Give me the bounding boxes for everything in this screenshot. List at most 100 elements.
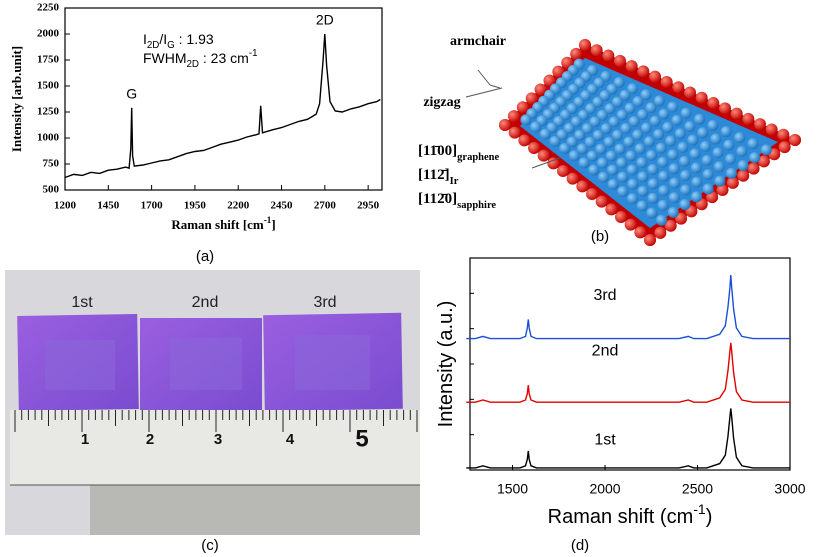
atom: [590, 44, 603, 57]
text-part: Ir: [450, 176, 459, 187]
atom: [597, 171, 609, 183]
atom: [559, 142, 571, 154]
ruler-number: 4: [286, 431, 295, 448]
atom: [674, 128, 686, 140]
atom: [667, 101, 679, 113]
text-part: -1: [693, 501, 706, 517]
text-part: 2D: [147, 40, 160, 51]
atom: [658, 185, 670, 197]
atom: [680, 184, 692, 196]
atom: [624, 102, 636, 114]
atom: [586, 188, 598, 200]
atom: [668, 192, 680, 204]
atom: [579, 39, 591, 51]
annotation: 2D: [316, 11, 334, 27]
atom: [566, 172, 579, 185]
atom: [713, 161, 725, 173]
orientation-label: [112̄]Ir: [418, 167, 459, 186]
atom: [625, 150, 637, 162]
text-part: -1: [264, 215, 272, 225]
text-part: G: [167, 40, 175, 51]
atom: [726, 176, 739, 189]
atom: [606, 83, 618, 95]
atom: [723, 139, 735, 151]
ruler-number: 3: [214, 431, 222, 448]
atom: [645, 102, 657, 114]
atom: [647, 163, 659, 175]
atom: [520, 114, 532, 126]
atom: [623, 136, 635, 148]
y-tick-label: 2000: [37, 28, 60, 40]
orientation-label: [112̄0]sapphire: [418, 191, 496, 210]
atom: [730, 107, 743, 120]
sample-label: 1st: [71, 294, 93, 311]
atom: [697, 127, 709, 139]
text-part: I: [143, 31, 147, 47]
atom: [602, 49, 615, 62]
caption: (b): [591, 228, 609, 245]
atom: [672, 81, 685, 94]
x-tick-label: 2500: [682, 481, 713, 497]
atom: [675, 212, 688, 225]
atom: [600, 123, 612, 135]
atom: [702, 183, 714, 195]
atom: [596, 109, 608, 121]
atom: [749, 152, 761, 164]
ruler-number: 5: [355, 425, 368, 452]
atom: [576, 143, 588, 155]
atom: [707, 97, 720, 110]
atom: [737, 159, 749, 171]
text-part: 1st: [594, 432, 616, 449]
atom: [671, 114, 683, 126]
atom: [647, 192, 659, 204]
atom: [612, 96, 624, 108]
text-part: : 23 cm: [199, 50, 249, 66]
atom: [649, 70, 661, 83]
atom: [684, 120, 696, 132]
plot-frame: [469, 257, 791, 471]
x-axis-label: Raman shift [cm-1]: [171, 215, 275, 232]
atom: [658, 108, 670, 120]
atom: [624, 218, 637, 231]
atom: [789, 134, 801, 146]
atom: [644, 234, 656, 246]
text-part: G: [126, 85, 137, 101]
atom: [725, 167, 737, 179]
atom: [699, 140, 711, 152]
annotation: I2D/IG : 1.93: [143, 31, 214, 51]
atom: [719, 102, 731, 115]
atom: [570, 47, 583, 60]
atom: [691, 191, 703, 203]
atom: [679, 155, 691, 167]
atom: [616, 157, 628, 169]
atom: [607, 178, 619, 190]
atom: [528, 142, 540, 154]
atom: [677, 141, 689, 153]
atom: [702, 169, 714, 181]
atom: [574, 129, 586, 141]
atom: [637, 65, 650, 78]
atom: [637, 109, 649, 121]
atom: [586, 150, 598, 162]
atom: [691, 176, 703, 188]
atom: [615, 211, 627, 223]
x-tick-label: 3000: [774, 481, 805, 497]
text-part: 2D: [186, 59, 199, 70]
atom: [646, 149, 658, 161]
atom: [578, 109, 590, 121]
atom: [657, 156, 669, 168]
atom: [660, 75, 673, 88]
text-part: Intensity [arb.unit]: [9, 46, 24, 152]
text-part: Raman shift [cm: [171, 217, 264, 232]
atom: [607, 164, 619, 176]
atom: [595, 143, 607, 155]
atom: [669, 177, 681, 189]
atom: [588, 164, 600, 176]
atom: [643, 136, 655, 148]
atom: [778, 141, 791, 154]
y-tick-label: 1750: [37, 54, 60, 66]
atom: [742, 112, 755, 125]
lattice-diagram: [465, 39, 801, 246]
